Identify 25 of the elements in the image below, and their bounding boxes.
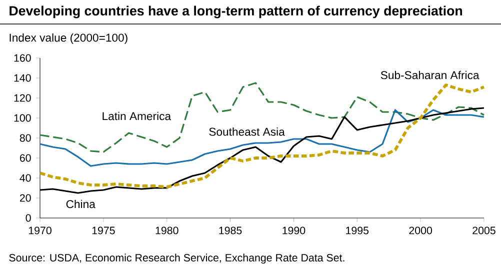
series-label: Southeast Asia — [209, 127, 285, 136]
x-tick-label: 1970 — [28, 226, 52, 234]
x-tick-label: 1975 — [92, 226, 115, 234]
source-note: Source: USDA, Economic Research Service, Exchange Rate Data Set. — [9, 254, 344, 264]
x-tick-label: 1980 — [156, 226, 178, 234]
x-tick-label: 1985 — [219, 226, 242, 234]
x-tick-label: 2005 — [472, 226, 496, 234]
y-tick-label: 160 — [14, 54, 31, 62]
y-tick-label: 40 — [20, 174, 31, 182]
y-tick-label: 80 — [20, 134, 31, 142]
series-label: Sub-Saharan Africa — [380, 70, 480, 80]
series-label: China — [66, 200, 96, 208]
y-tick-label: 120 — [14, 94, 31, 102]
y-tick-label: 0 — [26, 214, 31, 222]
y-tick-label: 140 — [14, 74, 31, 82]
y-axis-title: Index value (2000=100) — [10, 33, 128, 44]
y-tick-label: 20 — [20, 194, 31, 202]
x-tick-label: 1995 — [346, 226, 369, 234]
y-tick-label: 60 — [20, 154, 31, 162]
chart-title: Developing countries have a long-term pattern of currency depreciation — [10, 6, 462, 18]
x-tick-label: 2000 — [409, 226, 432, 234]
y-tick-label: 100 — [14, 114, 31, 122]
line-series — [39, 82, 485, 153]
series-label: Latin America — [102, 112, 172, 120]
x-tick-label: 1990 — [282, 226, 306, 234]
